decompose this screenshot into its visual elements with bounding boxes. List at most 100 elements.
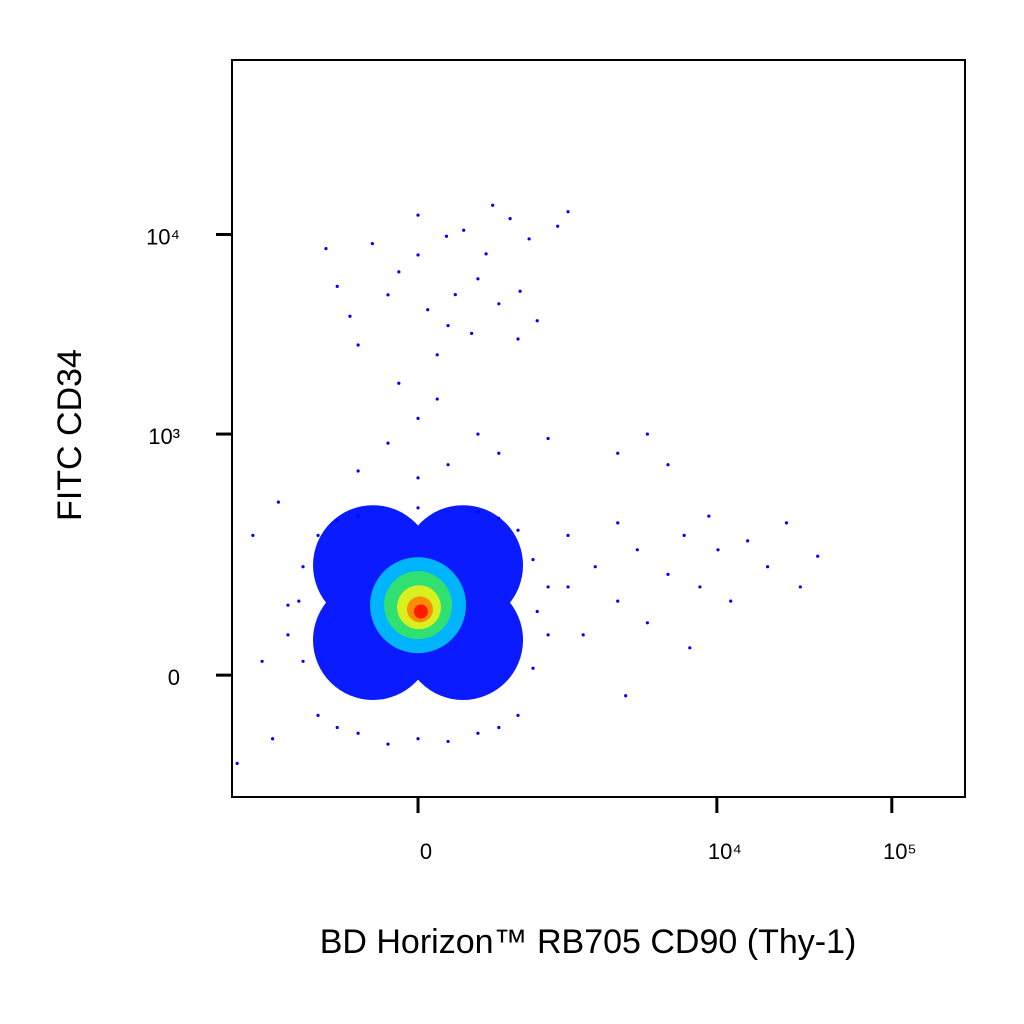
axes: 0 10⁴ 10⁵ 0 10³ 10⁴: [146, 224, 917, 864]
data-point: [535, 319, 539, 323]
data-point: [624, 694, 628, 698]
data-point: [682, 533, 686, 537]
data-point: [546, 436, 550, 441]
data-point: [470, 331, 474, 335]
data-point: [497, 451, 501, 455]
data-point: [546, 633, 550, 637]
data-point: [497, 302, 501, 306]
data-point: [286, 603, 290, 607]
data-point: [566, 210, 570, 214]
data-point: [335, 284, 339, 288]
data-point: [688, 646, 692, 650]
data-point: [645, 432, 649, 436]
data-point: [698, 585, 702, 589]
data-point: [301, 659, 305, 663]
data-point: [581, 633, 585, 637]
data-point: [593, 565, 597, 569]
data-point: [316, 713, 320, 717]
data-point: [666, 463, 670, 467]
data-point: [476, 510, 480, 514]
data-point: [497, 516, 501, 520]
data-point: [297, 599, 301, 603]
data-point: [476, 731, 480, 735]
data-point: [386, 441, 390, 445]
data-point: [476, 432, 480, 436]
data-point: [518, 289, 522, 293]
data-point: [235, 761, 239, 765]
data-point: [746, 539, 750, 543]
data-point: [516, 713, 520, 717]
data-point: [386, 293, 390, 297]
data-point: [416, 737, 420, 741]
data-point: [816, 554, 820, 558]
x-tick-label: 0: [420, 839, 432, 864]
data-point: [444, 234, 449, 238]
data-point: [527, 237, 531, 241]
data-point: [413, 604, 428, 619]
data-point: [416, 253, 420, 257]
data-point: [531, 557, 535, 562]
data-point: [356, 343, 360, 347]
data-point: [484, 252, 488, 256]
data-point: [426, 308, 430, 312]
data-point: [516, 337, 520, 341]
data-point: [416, 506, 420, 510]
data-point: [301, 565, 305, 569]
data-point: [531, 666, 535, 670]
data-point: [356, 469, 360, 473]
data-point: [356, 514, 360, 518]
data-point: [556, 224, 560, 228]
data-point: [446, 463, 450, 467]
data-point: [535, 609, 539, 614]
data-point: [616, 521, 620, 525]
data-point: [546, 585, 550, 589]
data-point: [446, 739, 450, 744]
y-tick-label: 0: [168, 665, 180, 690]
data-point: [356, 731, 360, 735]
data-point: [397, 381, 401, 385]
x-axis-label: BD Horizon™ RB705 CD90 (Thy-1): [320, 923, 857, 961]
x-tick-label: 10⁴: [708, 839, 742, 864]
data-point: [416, 213, 420, 217]
data-point: [324, 246, 328, 251]
data-point: [716, 548, 720, 552]
data-point: [784, 521, 789, 525]
data-point: [635, 548, 639, 552]
data-point: [616, 451, 620, 455]
data-point: [416, 476, 420, 480]
data-point: [566, 533, 570, 537]
data-point: [645, 621, 649, 625]
data-point: [348, 314, 352, 318]
x-tick-label: 10⁵: [883, 839, 917, 864]
y-axis-label: FITC CD34: [51, 349, 89, 521]
data-point: [335, 519, 339, 523]
y-tick-label: 10³: [148, 424, 180, 449]
data-point: [286, 633, 290, 637]
data-point: [435, 397, 439, 401]
data-point: [798, 585, 802, 589]
data-point: [397, 270, 401, 274]
data-point: [251, 533, 255, 537]
data-point: [435, 353, 439, 357]
y-tick-label: 10⁴: [146, 224, 180, 249]
data-point: [453, 293, 457, 297]
data-point: [316, 533, 320, 537]
data-point: [270, 737, 275, 741]
data-point: [707, 514, 711, 518]
plot-frame: [231, 59, 966, 798]
data-point: [497, 725, 501, 730]
data-point: [566, 585, 570, 589]
data-point: [335, 725, 339, 730]
data-point: [276, 500, 280, 504]
data-point: [462, 228, 466, 232]
data-point: [666, 572, 670, 576]
data-point: [416, 416, 420, 420]
data-point: [446, 324, 450, 328]
data-point: [370, 242, 374, 246]
data-point: [386, 742, 390, 746]
data-point: [476, 277, 480, 281]
data-point: [765, 565, 770, 569]
data-point: [729, 599, 733, 603]
data-point: [508, 217, 512, 221]
